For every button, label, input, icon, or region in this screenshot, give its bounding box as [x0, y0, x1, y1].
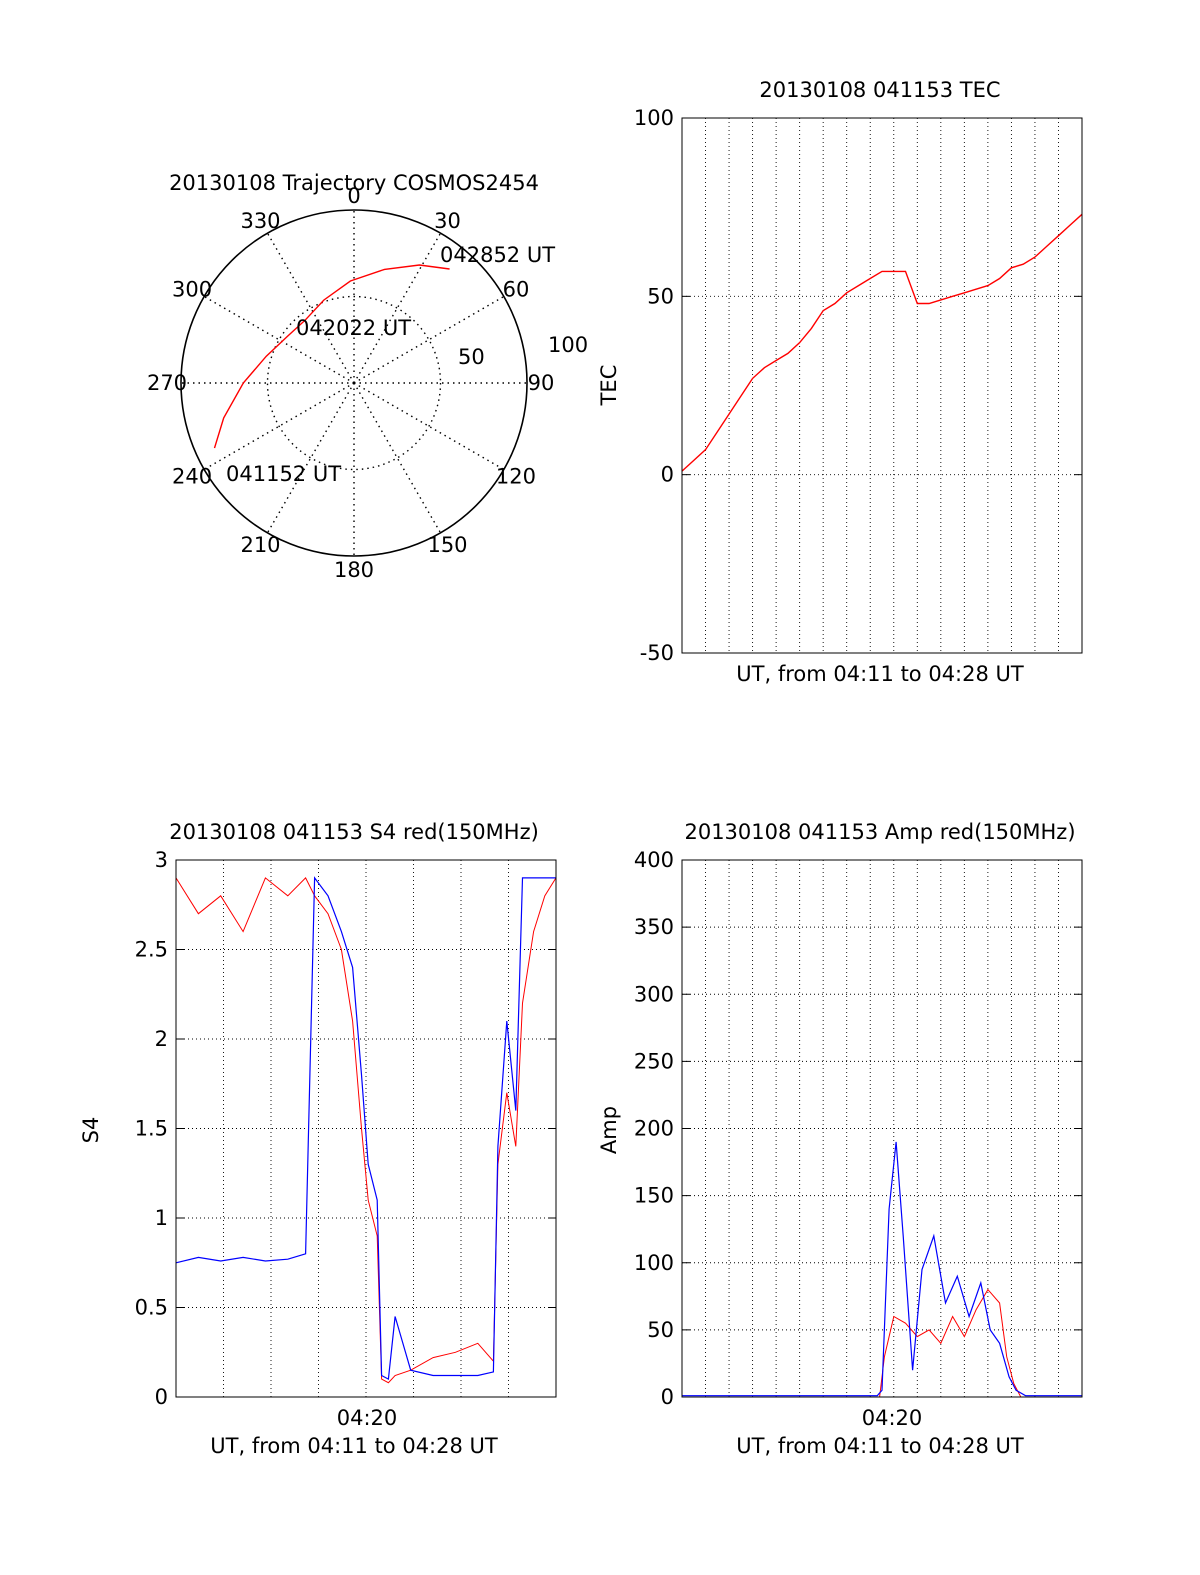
tec-y-axis-label: TEC	[597, 365, 621, 407]
azimuth-label-90: 90	[528, 371, 555, 395]
trajectory-end-label: 042852 UT	[440, 243, 555, 267]
amp-yticks-4: 200	[634, 1117, 674, 1141]
azimuth-label-240: 240	[172, 465, 212, 489]
s4-yticks-2: 1	[155, 1206, 168, 1230]
polar-azimuth-labels: 0 30 60 90 120 150 180 210 240 270 300 330	[147, 184, 554, 582]
tec-yticks-3: 100	[634, 106, 674, 130]
amp-yticks-2: 100	[634, 1251, 674, 1275]
azimuth-label-60: 60	[503, 278, 530, 302]
polar-panel: 20130108 Trajectory COSMOS2454 0 30 60 90 12…	[147, 171, 588, 582]
amp-yticks-7: 350	[634, 915, 674, 939]
amp-y-tick-labels: 0 50 100 150 200 250 300 350 400	[634, 848, 674, 1409]
polar-spoke-210	[266, 382, 355, 534]
amp-yticks-0: 0	[661, 1385, 674, 1409]
tec-plot-frame	[681, 117, 1083, 654]
tec-title: 20130108 041153 TEC	[759, 78, 1000, 102]
azimuth-label-270: 270	[147, 371, 187, 395]
tec-series-line	[681, 213, 1083, 472]
azimuth-label-330: 330	[240, 209, 280, 233]
polar-outer-ring	[180, 209, 528, 557]
tec-grid	[682, 117, 1082, 654]
amp-yticks-5: 250	[634, 1049, 674, 1073]
s4-yticks-5: 2.5	[135, 938, 168, 962]
amp-yticks-3: 150	[634, 1184, 674, 1208]
amp-blue-series-line	[682, 1141, 1082, 1397]
s4-plot-frame	[175, 859, 557, 1398]
s4-yticks-6: 3	[155, 848, 168, 872]
polar-spoke-240	[203, 382, 355, 471]
amp-x-tick-label: 04:20	[862, 1406, 923, 1430]
polar-ring-50	[266, 295, 442, 471]
tec-y-tick-labels: -50 0 50 100	[634, 106, 674, 665]
amp-red-series-line	[682, 1288, 1082, 1398]
amp-y-axis-label: Amp	[597, 1106, 621, 1154]
radial-label-100: 100	[548, 333, 588, 357]
polar-grid	[180, 209, 528, 557]
polar-spoke-120	[353, 382, 505, 471]
azimuth-label-210: 210	[240, 533, 280, 557]
amp-yticks-6: 300	[634, 982, 674, 1006]
azimuth-label-150: 150	[427, 533, 467, 557]
s4-title: 20130108 041153 S4 red(150MHz)	[169, 820, 539, 844]
radial-label-50: 50	[458, 345, 485, 369]
s4-y-tick-labels: 0 0.5 1 1.5 2 2.5 3	[135, 848, 168, 1409]
tec-x-axis-label: UT, from 04:11 to 04:28 UT	[736, 662, 1024, 686]
amp-panel: 20130108 041153 Amp red(150MHz) 0 50 100 15…	[597, 820, 1083, 1458]
polar-spoke-300	[203, 295, 355, 384]
polar-spoke-60	[353, 295, 505, 384]
polar-title: 20130108 Trajectory COSMOS2454	[169, 171, 539, 195]
azimuth-label-120: 120	[496, 465, 536, 489]
s4-blue-series-line	[175, 876, 556, 1381]
tec-yticks-0: -50	[640, 641, 674, 665]
tec-yticks-2: 50	[647, 284, 674, 308]
s4-yticks-4: 2	[155, 1027, 168, 1051]
trajectory-start-label: 041152 UT	[226, 462, 341, 486]
azimuth-label-0: 0	[347, 184, 360, 208]
s4-y-axis-label: S4	[79, 1117, 103, 1144]
tec-yticks-1: 0	[661, 463, 674, 487]
azimuth-label-30: 30	[434, 209, 461, 233]
amp-plot-frame	[681, 859, 1083, 1398]
amp-grid	[682, 859, 1082, 1398]
polar-spoke-30	[353, 232, 442, 384]
trajectory-mid-label: 042022 UT	[296, 316, 411, 340]
s4-yticks-0: 0	[155, 1385, 168, 1409]
s4-yticks-3: 1.5	[135, 1117, 168, 1141]
s4-yticks-1: 0.5	[135, 1296, 168, 1320]
polar-spoke-150	[353, 382, 442, 534]
azimuth-label-300: 300	[172, 278, 212, 302]
amp-yticks-8: 400	[634, 848, 674, 872]
s4-x-tick-label: 04:20	[337, 1406, 398, 1430]
s4-x-axis-label: UT, from 04:11 to 04:28 UT	[210, 1434, 498, 1458]
amp-x-axis-label: UT, from 04:11 to 04:28 UT	[736, 1434, 1024, 1458]
polar-spoke-330	[266, 232, 355, 384]
amp-title: 20130108 041153 Amp red(150MHz)	[684, 820, 1075, 844]
tec-panel: 20130108 041153 TEC -50 0 50 100 TEC UT, fr…	[597, 78, 1083, 686]
s4-panel: 20130108 041153 S4 red(150MHz) 0 0.5 1 1.5 2…	[79, 820, 557, 1458]
azimuth-label-180: 180	[334, 558, 374, 582]
amp-yticks-1: 50	[647, 1318, 674, 1342]
s4-red-series-line	[175, 877, 557, 1384]
trajectory-line	[213, 264, 450, 449]
